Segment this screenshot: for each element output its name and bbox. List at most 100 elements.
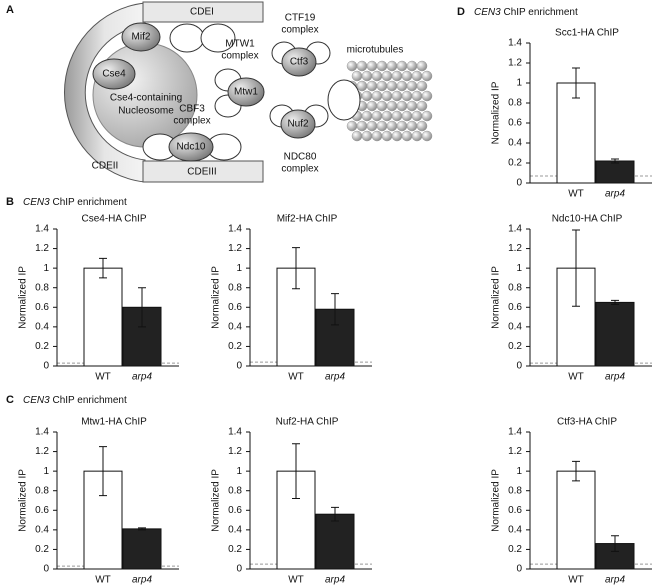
tubulin bbox=[421, 130, 433, 142]
diagram: CDEI Mif2 Cse4 Cse4-containing Nucleosom… bbox=[63, 1, 433, 183]
tubulin bbox=[406, 100, 418, 112]
diagram-label: CDEIII bbox=[187, 167, 216, 178]
y-tick-label: 0.8 bbox=[35, 282, 49, 293]
chart-title: Scc1-HA ChIP bbox=[555, 28, 619, 39]
diagram-label: complex bbox=[173, 116, 210, 127]
tubulin bbox=[366, 120, 378, 132]
tubulin bbox=[391, 130, 403, 142]
tubulin bbox=[396, 120, 408, 132]
bar bbox=[122, 528, 162, 570]
y-axis-label: Normalized IP bbox=[491, 469, 502, 532]
section-header: CEN3 ChIP enrichment bbox=[23, 395, 127, 406]
tubulin bbox=[356, 60, 368, 72]
tubulin bbox=[371, 90, 383, 102]
diagram-label: Ndc10 bbox=[177, 142, 206, 153]
section-header: CEN3 ChIP enrichment bbox=[23, 197, 127, 208]
y-tick-label: 0.2 bbox=[508, 544, 522, 555]
tubulin bbox=[386, 80, 398, 92]
cdei-box bbox=[142, 1, 264, 23]
y-tick-label: 0.6 bbox=[35, 505, 49, 516]
tubulin bbox=[421, 110, 433, 122]
y-tick-label: 0.2 bbox=[35, 544, 49, 555]
tubulin bbox=[421, 70, 433, 82]
x-tick-label: arp4 bbox=[325, 575, 345, 586]
tubulin bbox=[356, 120, 368, 132]
y-axis-label: Normalized IP bbox=[18, 266, 29, 329]
y-tick-label: 0.6 bbox=[228, 505, 242, 516]
tubulin bbox=[396, 80, 408, 92]
ndc10-protein bbox=[168, 132, 214, 162]
nuf2-protein bbox=[280, 109, 316, 139]
cse4-protein bbox=[92, 58, 136, 90]
x-tick-label: WT bbox=[568, 575, 584, 586]
y-tick-label: 0.4 bbox=[508, 138, 522, 149]
gene-name: CEN3 bbox=[474, 7, 501, 18]
y-tick-label: 0 bbox=[516, 178, 522, 189]
diagram-label: Mif2 bbox=[132, 32, 151, 43]
tubulin bbox=[361, 130, 373, 142]
y-tick-label: 0.4 bbox=[228, 321, 242, 332]
tubulin bbox=[361, 90, 373, 102]
tubulin bbox=[401, 70, 413, 82]
y-tick-label: 1.2 bbox=[35, 243, 49, 254]
y-axis-label: Normalized IP bbox=[18, 469, 29, 532]
tubulin bbox=[401, 90, 413, 102]
y-tick-label: 0.4 bbox=[35, 524, 49, 535]
y-tick-label: 0.2 bbox=[508, 341, 522, 352]
chart-title: Ndc10-HA ChIP bbox=[552, 214, 623, 225]
tubulin bbox=[371, 70, 383, 82]
tubulin bbox=[346, 60, 358, 72]
tubulin bbox=[361, 110, 373, 122]
tubulin bbox=[346, 120, 358, 132]
diagram-label: CTF19 bbox=[285, 13, 316, 24]
tubulin bbox=[416, 100, 428, 112]
y-tick-label: 0.2 bbox=[228, 341, 242, 352]
ctf3-protein bbox=[281, 47, 317, 77]
y-tick-label: 0.6 bbox=[508, 118, 522, 129]
y-tick-label: 1 bbox=[516, 263, 522, 274]
tubulin bbox=[411, 70, 423, 82]
diagram-label: Mtw1 bbox=[234, 87, 258, 98]
cdeiii-box bbox=[142, 160, 264, 183]
tubulin bbox=[381, 130, 393, 142]
y-tick-label: 0.6 bbox=[508, 302, 522, 313]
gene-name: CEN3 bbox=[23, 395, 50, 406]
diagram-label: microtubules bbox=[347, 45, 404, 56]
error-bar bbox=[572, 229, 580, 307]
header-text: ChIP enrichment bbox=[52, 197, 127, 208]
y-tick-label: 0.8 bbox=[508, 282, 522, 293]
tubulin bbox=[366, 80, 378, 92]
tubulin bbox=[386, 100, 398, 112]
diagram-label: NDC80 bbox=[284, 152, 317, 163]
x-tick-label: WT bbox=[95, 575, 111, 586]
centromere-dna bbox=[63, 2, 146, 183]
y-tick-label: 1.2 bbox=[508, 58, 522, 69]
error-bar bbox=[572, 67, 580, 99]
diagram-label: Cse4-containing bbox=[110, 93, 182, 104]
tubulin bbox=[416, 80, 428, 92]
y-tick-label: 0.6 bbox=[508, 505, 522, 516]
y-tick-label: 1.2 bbox=[508, 446, 522, 457]
y-tick-label: 0.8 bbox=[228, 485, 242, 496]
tubulin bbox=[376, 80, 388, 92]
error-bar bbox=[138, 527, 146, 531]
mif2-protein bbox=[121, 22, 161, 52]
tubulin bbox=[371, 130, 383, 142]
error-bar bbox=[331, 293, 339, 326]
y-tick-label: 0.6 bbox=[35, 302, 49, 313]
panel-letter: C bbox=[6, 394, 14, 406]
diagram-label: Cse4 bbox=[102, 69, 126, 80]
x-tick-label: WT bbox=[568, 189, 584, 200]
diagram-label: MTW1 bbox=[225, 39, 255, 50]
header-text: ChIP enrichment bbox=[503, 7, 578, 18]
error-bar bbox=[292, 443, 300, 500]
tubulin bbox=[381, 90, 393, 102]
y-tick-label: 1 bbox=[43, 466, 49, 477]
tubulin bbox=[416, 120, 428, 132]
diagram-label: CBF3 bbox=[179, 104, 205, 115]
tubulin bbox=[381, 110, 393, 122]
tubulin bbox=[401, 130, 413, 142]
diagram-label: Ctf3 bbox=[290, 57, 309, 68]
tubulin bbox=[351, 70, 363, 82]
